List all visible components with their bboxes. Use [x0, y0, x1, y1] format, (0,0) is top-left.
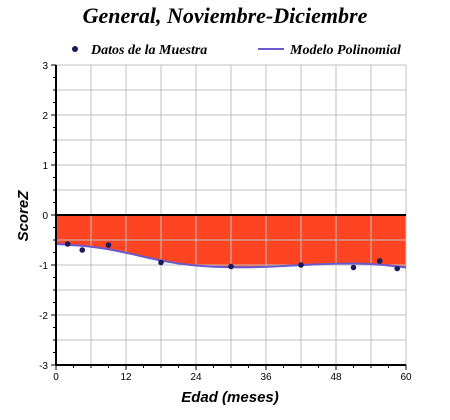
data-point: [394, 265, 401, 272]
legend: Datos de la Muestra Modelo Polinomial: [72, 43, 401, 58]
legend-label-points: Datos de la Muestra: [90, 43, 207, 58]
x-tick-label: 36: [260, 372, 272, 383]
chart-title: General, Noviembre-Diciembre: [83, 3, 368, 28]
y-axis-title: ScoreZ: [15, 190, 32, 242]
data-point: [64, 241, 71, 247]
y-tick-label: 1: [42, 161, 48, 172]
data-point: [228, 263, 234, 270]
x-axis-title: Edad (meses): [181, 389, 279, 406]
y-tick-label: -1: [39, 261, 48, 272]
y-tick-label: 0: [42, 211, 48, 222]
x-tick-label: 12: [120, 372, 132, 383]
x-tick-label: 48: [330, 372, 342, 383]
series-layer: [55, 241, 407, 272]
data-point: [158, 259, 164, 266]
x-tick-label: 24: [190, 372, 202, 383]
axes: 0 12 24 36 48 60 3 2 1 0 -1 -2 -3: [39, 61, 412, 383]
data-point: [79, 247, 86, 253]
data-point: [350, 264, 357, 271]
y-tick-label: 3: [42, 61, 48, 72]
y-tick-label: 2: [42, 111, 48, 122]
legend-marker-points: [72, 46, 78, 52]
data-point: [376, 258, 383, 264]
legend-label-line: Modelo Polinomial: [289, 43, 401, 58]
y-tick-label: -3: [39, 361, 48, 372]
grid: [55, 64, 407, 366]
x-tick-label: 60: [400, 372, 412, 383]
data-point: [298, 262, 304, 268]
x-tick-label: 0: [53, 372, 59, 383]
data-point: [105, 242, 112, 248]
y-tick-label: -2: [39, 311, 48, 322]
